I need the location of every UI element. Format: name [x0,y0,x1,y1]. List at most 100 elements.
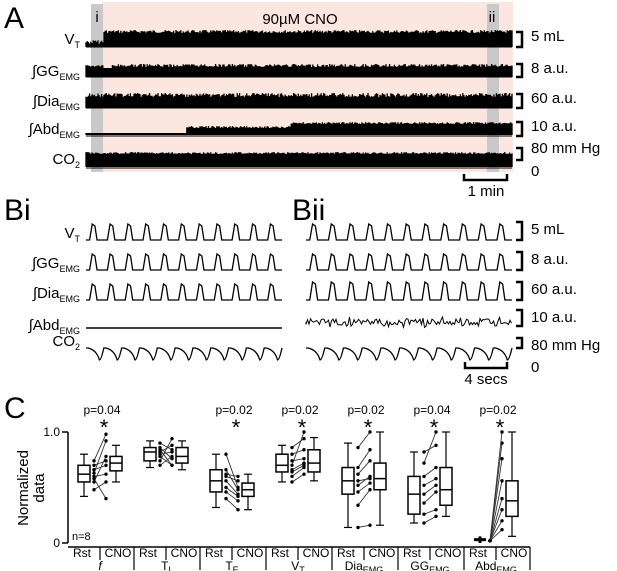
panel-c-box-rst-4 [341,442,355,529]
panel-b-scale-label-0: 5 mL [531,221,564,238]
panel-c-pair-5-5 [422,465,438,479]
panel-c-rst-label-6: Rst [469,546,488,560]
panel-a-time-bar [462,174,509,182]
panel-c-cno-label-4: CNO [369,546,396,560]
panel-b-label-1: ∫GGEMG [31,255,80,274]
panel-a-letter: A [4,2,24,35]
panel-c-cno-label-6: CNO [501,546,528,560]
panel-a-scale-bracket-2 [516,92,524,110]
panel-c-pair-4-4 [356,459,372,476]
panel-c-pvalue-6: p=0.02 [479,403,516,417]
panel-c-sig-6: * [496,415,505,440]
panel-c-letter: C [4,392,26,425]
panel-b-label-3: ∫AbdEMG [28,317,80,336]
panel-bii-trace-0 [306,222,512,241]
panel-b-scale-label-1: 8 a.u. [531,251,569,268]
panel-c-pair-3-6 [290,436,306,450]
panel-a-co2-zero: 0 [531,163,539,180]
panel-b-scale-label-2: 60 a.u. [531,281,577,298]
window-ii-bar [487,4,499,172]
panel-b-scale-bracket-3 [516,308,524,328]
panel-a-label-3: ∫AbdEMG [28,121,80,140]
panel-c-pair-0-6 [92,432,108,463]
cno-shaded-region [102,2,513,172]
panel-c-pair-0-5 [92,459,108,467]
panel-bi-trace-4 [86,347,283,361]
panel-c-sig-2: * [232,415,241,440]
panel-b-time-label: 4 secs [464,371,507,388]
panel-c-pair-5-0 [422,514,438,525]
panel-a-trace-2 [85,93,513,109]
panel-c-pair-5-2 [422,490,438,505]
panel-c-ytick-bottom: 0 [53,536,60,550]
panel-c-category-6: AbdEMG [475,559,517,571]
panel-c-pair-3-4 [290,456,306,463]
panel-c-box-cno-3 [307,436,321,482]
panel-b-scale-bracket-0 [516,220,524,242]
panel-c-rst-label-3: Rst [271,546,290,560]
panel-c-pvalue-0: p=0.04 [83,403,120,417]
panel-c-pair-3-3 [290,430,306,467]
panel-c-category-2: TE [225,559,238,571]
condition-label: 90µM CNO [262,11,337,28]
panel-a-trace-1 [85,64,513,78]
panel-bii-trace-1 [306,252,512,271]
panel-c-category-1: TI [161,559,171,571]
panel-c-cno-label-3: CNO [303,546,330,560]
panel-c-rst-label-0: Rst [73,546,92,560]
panel-b-label-4: CO2 [52,333,80,352]
panel-c-pair-0-0 [92,480,108,492]
panel-c-pvalue-3: p=0.02 [281,403,318,417]
panel-c-cno-label-2: CNO [237,546,264,560]
panel-bii-trace-4 [306,347,513,361]
panel-b-scale-bracket-4 [516,336,524,350]
panel-bii-letter: Bii [292,194,325,227]
panel-c-box-cno-1 [175,440,189,471]
panel-c-box-rst-3 [275,444,289,483]
panel-bi-trace-1 [86,252,282,271]
panel-c-pair-5-7 [422,443,438,454]
panel-bii-trace-3 [305,315,512,330]
panel-c-n-label: n=8 [72,531,91,543]
panel-c-pair-4-6 [356,430,372,450]
panel-a-trace-0 [85,30,513,48]
panel-b-co2-zero: 0 [531,359,539,376]
panel-c-box-rst-0 [77,453,91,497]
panel-c-box-rst-5 [407,451,421,524]
panel-c-box-cno-0 [109,444,123,483]
panel-c-pair-5-4 [422,476,438,487]
panel-a-scale-label-1: 8 a.u. [531,60,569,77]
window-i-bar [91,4,103,172]
panel-c-pair-2-3 [224,479,240,496]
panel-a-time-label: 1 min [468,183,505,200]
panel-bi-letter: Bi [4,194,31,227]
panel-c-sig-5: * [430,415,439,440]
panel-c-pair-2-4 [224,485,240,499]
panel-c-sig-4: * [364,415,373,440]
panel-c-pair-3-0 [290,472,306,484]
panel-a-label-2: ∫DiaEMG [32,93,80,112]
panel-a-scale-label-2: 60 a.u. [531,90,577,107]
panel-c-box-cno-5 [439,431,453,517]
panel-c-box-rst-6 [474,536,486,543]
panel-c-pair-2-6 [224,496,240,512]
panel-c-pair-3-5 [290,448,306,456]
window-ii-label: ii [489,9,496,26]
panel-a-scale-label-0: 5 mL [531,28,564,45]
panel-c-pair-1-5 [158,436,174,463]
panel-a-scale-bracket-4 [516,146,524,162]
panel-c-pair-0-7 [92,476,108,501]
panel-c-pvalue-2: p=0.02 [215,403,252,417]
panel-c-pair-3-7 [290,463,306,474]
panel-b-label-0: VT [64,225,80,244]
panel-c-pair-0-4 [92,463,108,472]
panel-a-trace-3 [85,122,513,137]
